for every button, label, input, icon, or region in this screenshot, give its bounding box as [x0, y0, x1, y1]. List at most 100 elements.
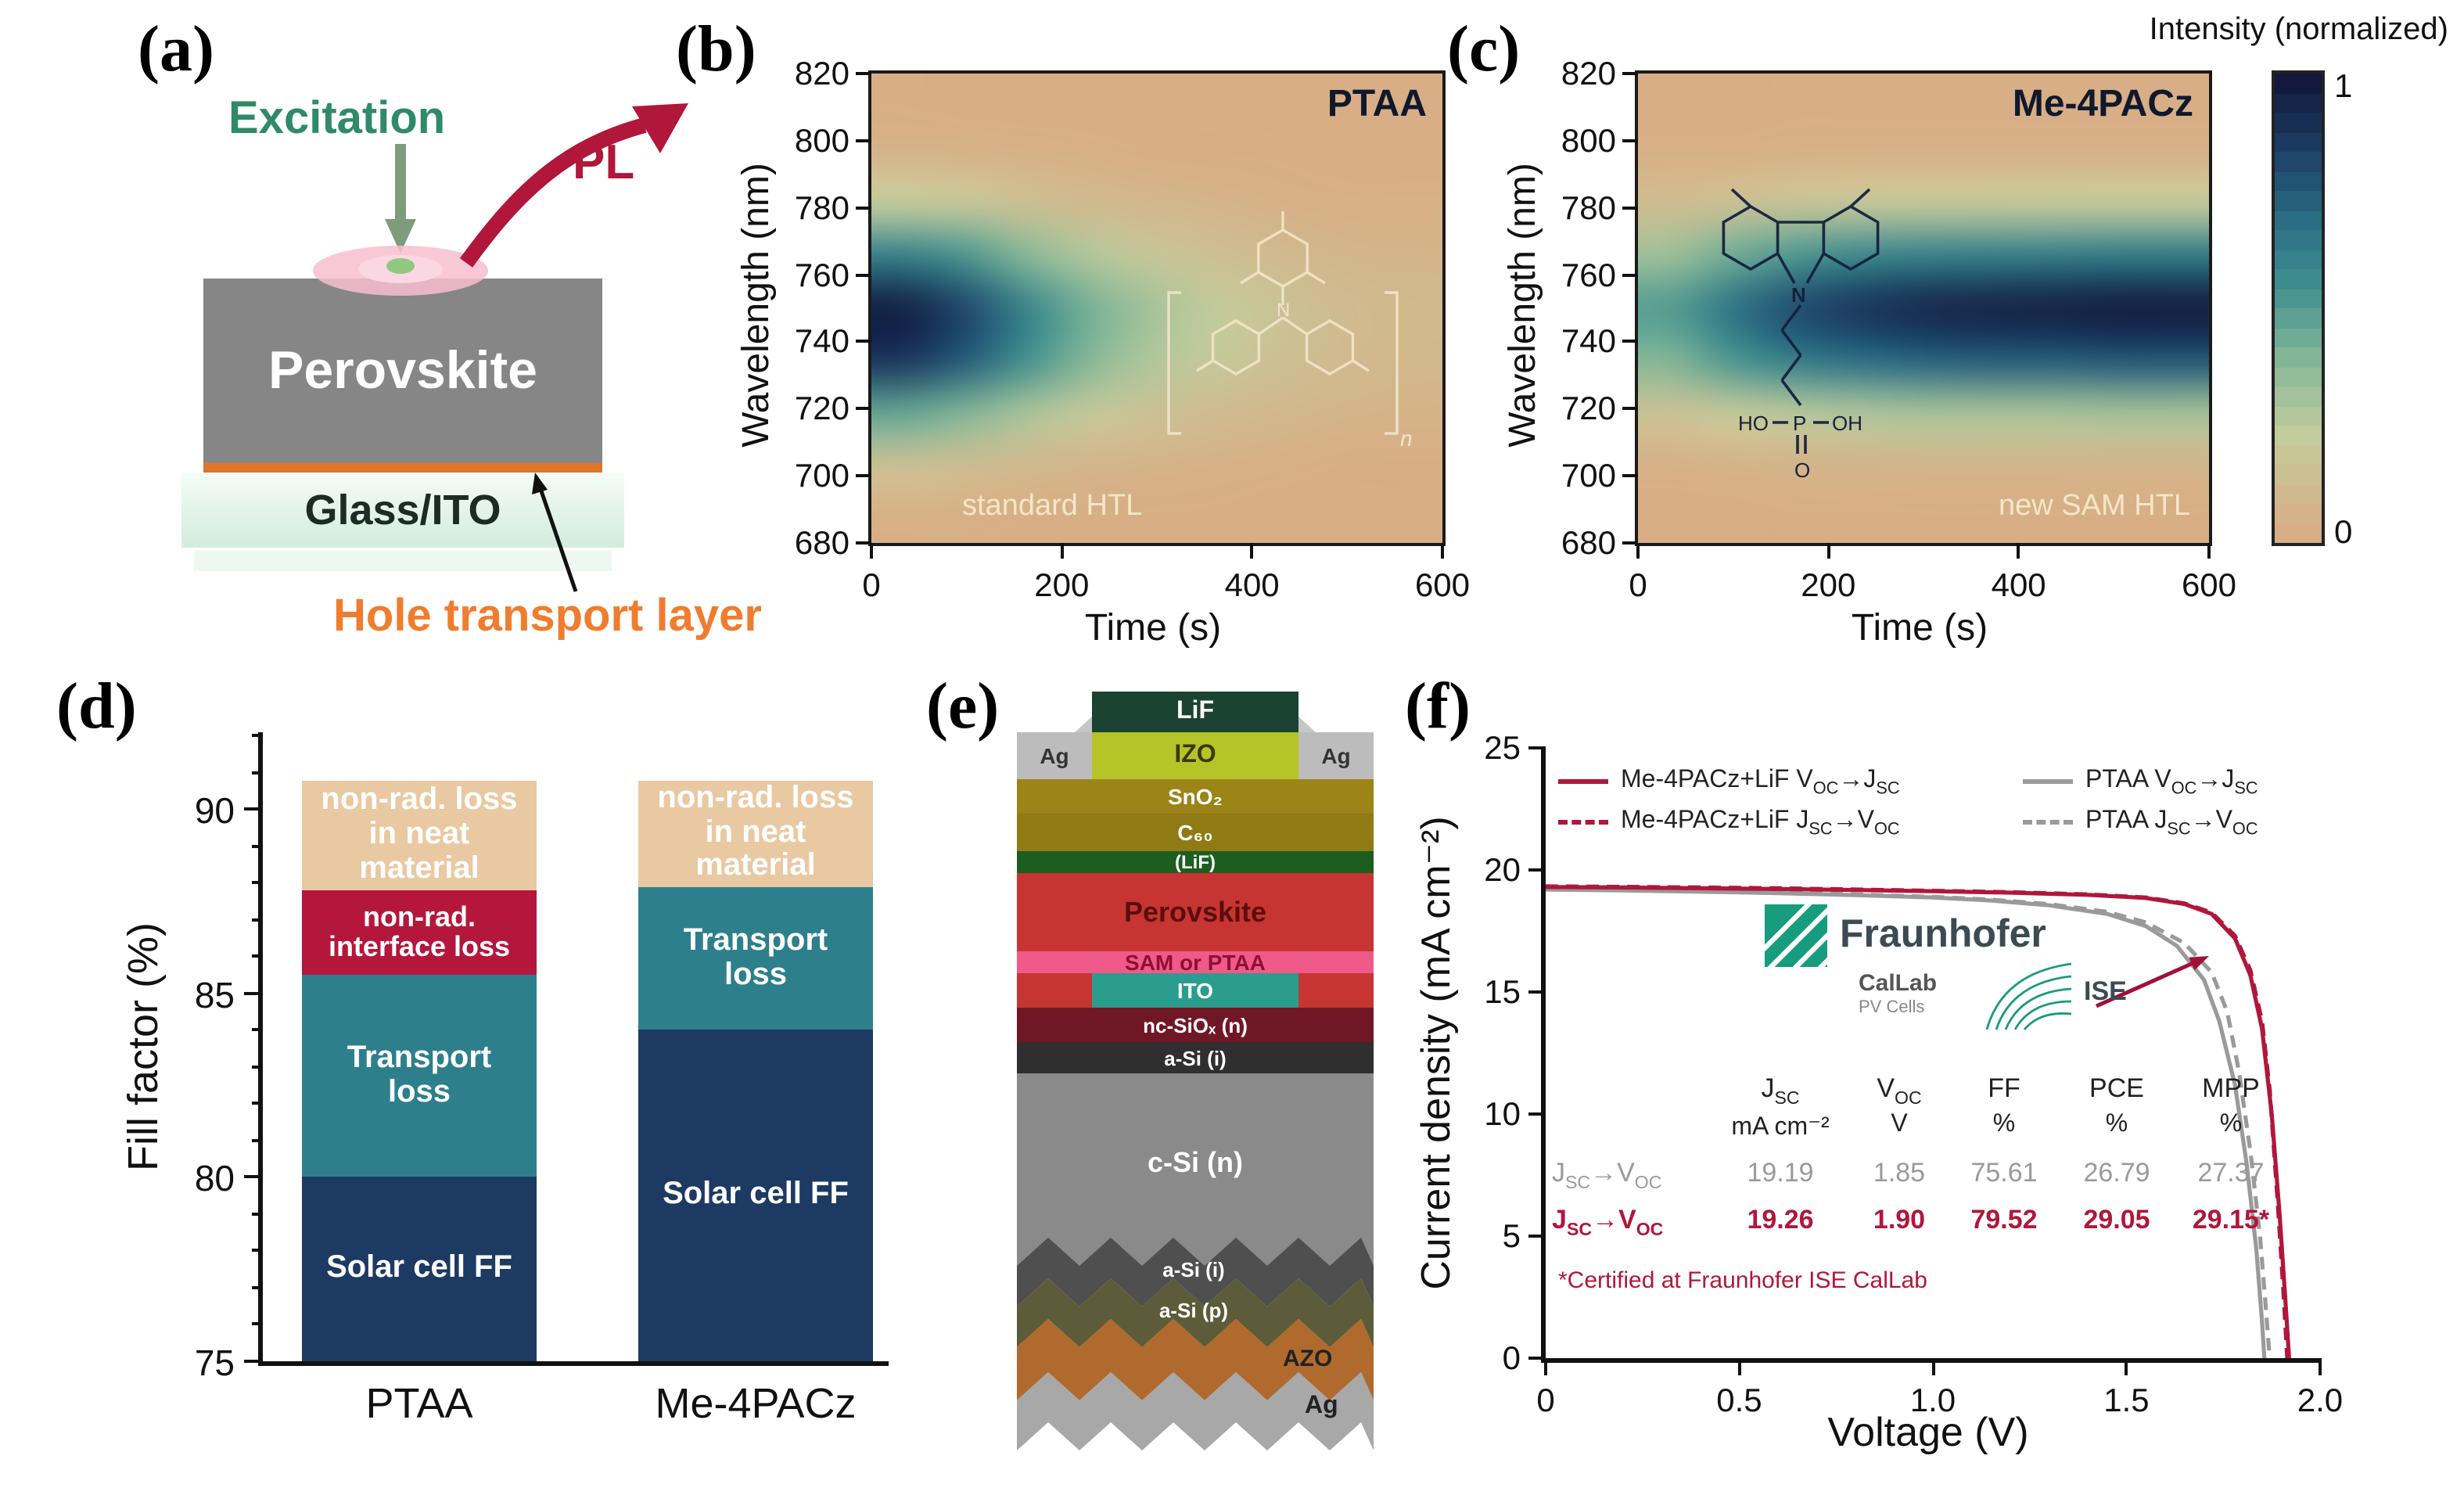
c-ylabel: Wavelength (nm) [1502, 163, 1544, 447]
bar-segment: non-rad. loss in neat material [302, 780, 537, 891]
y-tick [856, 72, 871, 75]
legend-label: PTAA JSC→VOC [2085, 807, 2258, 839]
y-tick [1622, 72, 1638, 75]
colorbar-step [2275, 230, 2322, 251]
perovskite-label: Perovskite [268, 340, 537, 400]
me4pacz-heatmap [1638, 74, 2209, 543]
layer-ncsiox: nc-SiOₓ (n) [1017, 1008, 1374, 1042]
excitation-arrowhead-icon [385, 219, 416, 253]
colorbar [2272, 70, 2325, 546]
y-tick [252, 1138, 263, 1142]
colorbar-step [2275, 465, 2322, 486]
table-cell: 19.26 [1747, 1205, 1814, 1235]
layer-izo-label: IZO [1174, 742, 1216, 768]
table-row-label: JSC→VOC [1552, 1205, 1664, 1240]
colorbar-step [2275, 504, 2322, 525]
ptaa-heatmap [871, 74, 1442, 543]
y-tick-label: 90 [194, 790, 235, 832]
x-tick-label: 600 [1414, 568, 1471, 604]
ptaa-repeat-label: n [1400, 426, 1413, 451]
y-tick [252, 1065, 263, 1069]
ise-fan-icon [1985, 962, 2072, 1030]
legend-sample-line [2023, 779, 2073, 784]
perovskite-box: Perovskite [203, 279, 602, 463]
colorbar-step [2275, 289, 2322, 310]
colorbar-step [2275, 328, 2322, 349]
glass-ito-label: Glass/ITO [304, 486, 501, 533]
glass-reflection-band [194, 551, 612, 571]
layer-izo: IZO [1092, 732, 1298, 779]
x-tick [2125, 1358, 2128, 1375]
x-tick-label: 1.5 [2103, 1383, 2150, 1419]
jv-chart: Fraunhofer CalLab PV Cells ISE *Certifie… [1484, 731, 2343, 1419]
bar-segment: non-rad. loss in neat material [638, 780, 873, 887]
layer-ito-label: ITO [1176, 978, 1214, 1003]
y-tick [856, 474, 871, 478]
colorbar-step [2275, 210, 2322, 232]
x-tick-label: 400 [1991, 568, 2046, 604]
table-cell: 26.79 [2083, 1158, 2150, 1188]
bar-segment: Transport loss [302, 975, 537, 1177]
colorbar-step [2275, 523, 2322, 543]
table-unit-header: % [1992, 1111, 2016, 1138]
table-unit-header: % [2105, 1111, 2128, 1138]
f-xlabel: Voltage (V) [1827, 1408, 2029, 1455]
bar-segment: Solar cell FF [302, 1177, 537, 1361]
knee-annotation-arrow-icon [2095, 960, 2196, 1008]
layer-asi-i-top-label: a-Si (i) [1164, 1046, 1227, 1069]
y-tick-label: 20 [1484, 853, 1521, 889]
knee-annotation-arrowhead-icon [2189, 956, 2209, 971]
pointer-arrowhead-icon [532, 473, 548, 494]
layer-perovskite-label: Perovskite [1123, 896, 1267, 927]
y-tick-label: 760 [1561, 257, 1616, 294]
legend-sample-line [1558, 820, 1608, 825]
pl-label: PL [573, 135, 635, 189]
callab-label: CalLab [1859, 970, 1938, 997]
x-tick-label: 400 [1224, 568, 1280, 604]
me4pacz-title: Me-4PACz [2012, 83, 2193, 125]
colorbar-step [2275, 74, 2322, 95]
y-tick [252, 1322, 263, 1326]
x-tick [1060, 543, 1064, 559]
colorbar-step [2275, 132, 2322, 153]
y-tick [252, 734, 263, 738]
jv-curve [1546, 885, 2291, 1358]
table-unit-header: mA cm⁻² [1731, 1114, 1830, 1141]
y-tick [1622, 474, 1638, 478]
me4pacz-ho-label: HO [1738, 412, 1769, 435]
table-column-header: FF [1988, 1073, 2020, 1103]
layer-ag-left: Ag [1017, 732, 1092, 779]
table-column-header: MPP [2202, 1073, 2260, 1103]
layer-lif-top-label: LiF [1176, 698, 1214, 724]
pv-cells-label: PV Cells [1859, 998, 1925, 1017]
y-tick [252, 1028, 263, 1032]
y-tick-label: 80 [194, 1158, 235, 1199]
layer-ag-right-label: Ag [1321, 743, 1351, 768]
panel-a-annotations [313, 103, 688, 592]
layer-csi-label: c-Si (n) [1148, 1146, 1243, 1177]
colorbar-step [2275, 308, 2322, 329]
colorbar-step [2275, 386, 2322, 408]
colorbar-step [2275, 406, 2322, 427]
y-tick [1528, 1112, 1546, 1116]
layer-asi-p-label: a-Si (p) [1158, 1299, 1229, 1322]
pl-arrow-icon [459, 117, 647, 268]
y-tick-label: 780 [794, 190, 849, 227]
colorbar-step [2275, 191, 2322, 212]
x-tick [1931, 1358, 1934, 1375]
me4pacz-heatmap-plot: Me-4PACz new SAM HTL N HO [1561, 58, 2236, 602]
table-cell: 75.61 [1970, 1158, 2038, 1188]
x-tick [1737, 1358, 1741, 1375]
colorbar-title: Intensity (normalized) [2149, 13, 2448, 47]
y-tick-label: 740 [794, 324, 849, 361]
excitation-spot-icon [386, 258, 415, 274]
panel-e-label: (e) [926, 671, 1000, 743]
colorbar-step [2275, 171, 2322, 192]
y-tick [856, 541, 871, 545]
category-label: PTAA [365, 1380, 473, 1427]
x-tick-label: 200 [1801, 568, 1856, 604]
x-tick [870, 543, 873, 559]
y-tick [244, 991, 263, 995]
fraunhofer-logo-icon [1765, 904, 1827, 967]
category-label: Me-4PACz [655, 1380, 857, 1427]
